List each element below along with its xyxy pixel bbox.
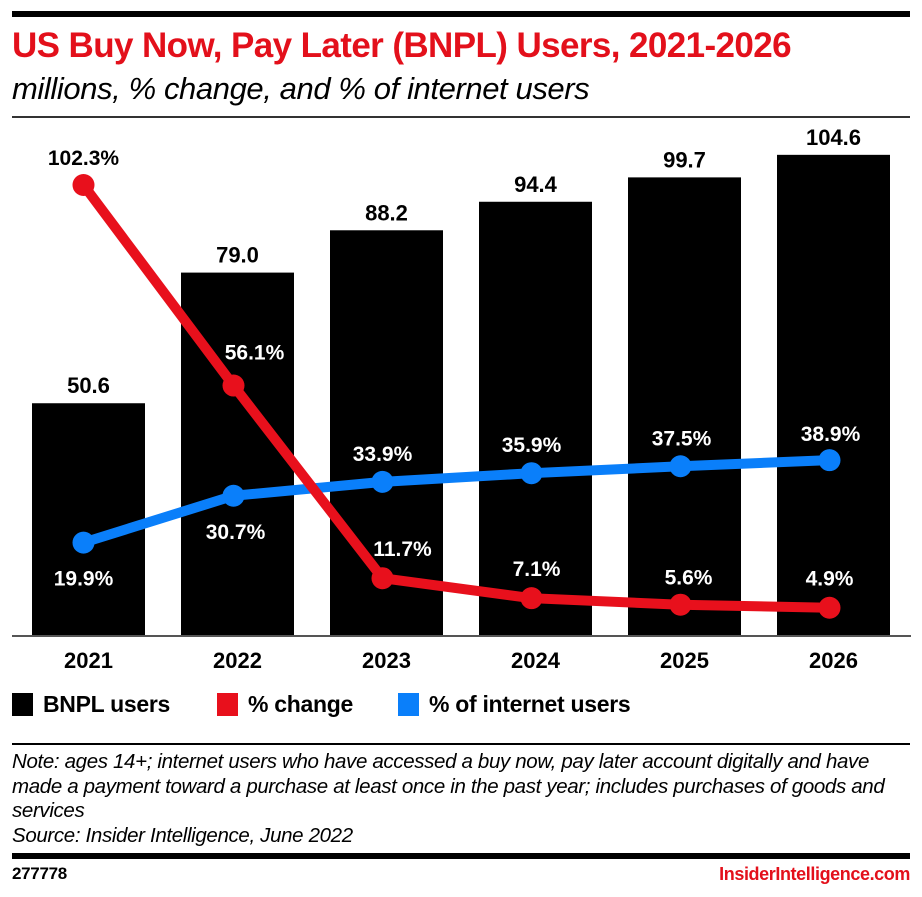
legend-swatch-bnpl-users — [12, 693, 33, 716]
source-text: Source: Insider Intelligence, June 2022 — [12, 823, 353, 847]
x-tick-label: 2024 — [511, 648, 561, 673]
bar-2022 — [181, 272, 294, 636]
footer-divider — [12, 743, 910, 745]
pct-change-point-2023 — [371, 567, 394, 590]
note-text: Note: ages 14+; internet users who have … — [12, 750, 885, 822]
pct-change-label: 5.6% — [665, 567, 713, 590]
pct-change-point-2025 — [669, 593, 692, 616]
pct-internet-users-point-2026 — [818, 449, 841, 472]
legend-label: % change — [248, 691, 353, 717]
pct-internet-users-label: 19.9% — [54, 568, 114, 591]
pct-change-point-2022 — [222, 374, 245, 397]
lines-layer — [72, 174, 841, 619]
pct-change-point-2021 — [72, 174, 95, 197]
chart-plot: 50.6 79.0 88.2 94.4 99.7 104.6 102.3% 56.1% 11.… — [12, 125, 911, 673]
pct-internet-users-line — [78, 455, 835, 548]
bar-2026 — [777, 154, 890, 636]
legend-item-pct-change: % change — [217, 691, 353, 718]
pct-change-point-2026 — [818, 596, 841, 619]
x-tick-label: 2023 — [362, 648, 411, 673]
bar-value-label: 99.7 — [663, 147, 706, 172]
header-divider — [12, 116, 910, 118]
bars-layer — [32, 154, 890, 636]
pct-internet-users-point-2025 — [669, 455, 692, 478]
legend-label: BNPL users — [43, 691, 170, 717]
bar-2021 — [32, 403, 145, 636]
legend-swatch-pct-internet-users — [398, 693, 419, 716]
pct-change-line — [78, 180, 835, 613]
bar-value-label: 94.4 — [514, 172, 558, 197]
line-labels-layer: 102.3% 56.1% 11.7% 7.1% 5.6% 4.9% 19.9% 30.7% 33… — [48, 147, 861, 591]
chart-subtitle: millions, % change, and % of internet us… — [12, 71, 590, 106]
legend-item-pct-internet-users: % of internet users — [398, 691, 631, 718]
pct-change-label: 4.9% — [806, 568, 854, 591]
legend-item-bnpl-users: BNPL users — [12, 691, 170, 718]
pct-internet-users-label: 38.9% — [801, 423, 861, 446]
brand-link[interactable]: InsiderIntelligence.com — [719, 864, 910, 884]
bar-value-label: 79.0 — [216, 243, 259, 268]
pct-change-label: 102.3% — [48, 147, 120, 170]
pct-change-label: 11.7% — [373, 538, 432, 561]
x-tick-label: 2021 — [64, 648, 113, 673]
pct-change-point-2024 — [520, 587, 543, 610]
bar-value-label: 104.6 — [806, 125, 861, 150]
pct-internet-users-point-2024 — [520, 462, 543, 485]
x-tick-label: 2026 — [809, 648, 858, 673]
x-tick-label: 2022 — [213, 648, 262, 673]
x-tick-label: 2025 — [660, 648, 709, 673]
bar-2025 — [628, 177, 741, 636]
legend-label: % of internet users — [429, 691, 631, 717]
pct-internet-users-label: 30.7% — [206, 521, 266, 544]
pct-internet-users-label: 37.5% — [652, 427, 712, 450]
pct-internet-users-point-2023 — [371, 470, 394, 493]
pct-change-label: 56.1% — [225, 342, 285, 365]
pct-internet-users-label: 35.9% — [502, 434, 562, 457]
legend-swatch-pct-change — [217, 693, 238, 716]
pct-internet-users-label: 33.9% — [353, 443, 413, 466]
chart-title: US Buy Now, Pay Later (BNPL) Users, 2021… — [12, 26, 792, 65]
bottom-rule — [12, 853, 910, 859]
x-tick-labels: 2021 2022 2023 2024 2025 2026 — [64, 648, 858, 673]
pct-internet-users-point-2021 — [72, 531, 95, 554]
bar-2024 — [479, 201, 592, 636]
bar-value-label: 50.6 — [67, 373, 110, 398]
bar-value-label: 88.2 — [365, 200, 408, 225]
bar-labels-layer: 50.6 79.0 88.2 94.4 99.7 104.6 — [67, 125, 861, 398]
pct-internet-users-point-2022 — [222, 484, 245, 507]
top-rule — [12, 11, 910, 17]
footnote: Note: ages 14+; internet users who have … — [12, 750, 917, 848]
chart-id: 277778 — [12, 864, 67, 883]
pct-change-label: 7.1% — [513, 558, 561, 581]
